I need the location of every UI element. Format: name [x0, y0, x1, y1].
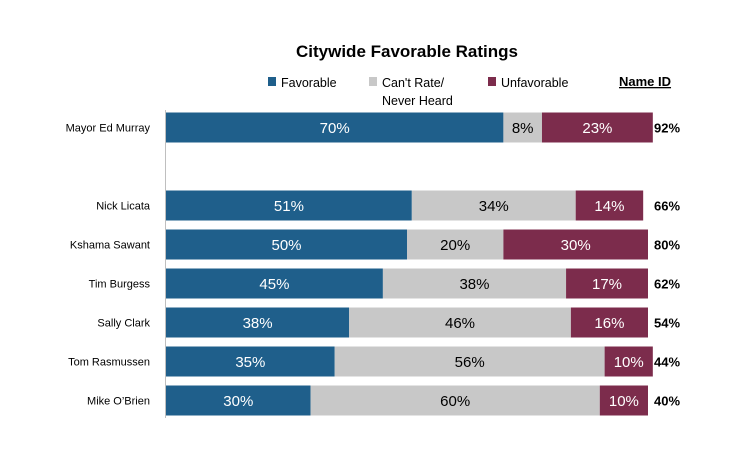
bar-segment-unfavorable [604, 346, 653, 377]
legend-swatch-can-t-rate-never-heard [369, 77, 377, 86]
data-label-favorable: 35% [235, 354, 265, 371]
bar-segment-can-t-rate-never-heard [382, 268, 567, 299]
category-label: Mike O’Brien [87, 396, 150, 408]
data-label-can-t-rate-never-heard: 46% [445, 315, 475, 332]
data-label-unfavorable: 17% [592, 276, 622, 293]
bar-segment-can-t-rate-never-heard [411, 190, 576, 221]
legend-swatch-unfavorable [488, 77, 496, 86]
bar-segment-can-t-rate-never-heard [503, 112, 542, 143]
name-id-value: 62% [654, 277, 680, 292]
data-label-unfavorable: 14% [594, 198, 624, 215]
bar-segment-favorable [166, 385, 311, 416]
data-label-can-t-rate-never-heard: 60% [440, 393, 470, 410]
bar-segment-favorable [166, 112, 504, 143]
bar-segment-unfavorable [503, 229, 648, 260]
bar-segment-can-t-rate-never-heard [310, 385, 600, 416]
data-label-favorable: 38% [243, 315, 273, 332]
data-label-favorable: 70% [320, 120, 350, 137]
bar-segment-favorable [166, 229, 407, 260]
bar-segment-can-t-rate-never-heard [349, 307, 571, 338]
name-id-value: 40% [654, 394, 680, 409]
bar-segment-favorable [166, 307, 350, 338]
name-id-value: 44% [654, 355, 680, 370]
data-label-favorable: 50% [271, 237, 301, 254]
bar-segment-unfavorable [575, 190, 644, 221]
data-label-favorable: 45% [259, 276, 289, 293]
legend-label-unfavorable: Unfavorable [501, 76, 568, 90]
category-label: Tom Rasmussen [68, 357, 150, 369]
bar-segment-unfavorable [541, 112, 653, 143]
data-label-can-t-rate-never-heard: 34% [479, 198, 509, 215]
data-label-can-t-rate-never-heard: 56% [455, 354, 485, 371]
data-label-can-t-rate-never-heard: 38% [459, 276, 489, 293]
bar-segment-unfavorable [599, 385, 648, 416]
category-label: Kshama Sawant [70, 240, 150, 252]
data-label-unfavorable: 10% [609, 393, 639, 410]
category-label: Sally Clark [97, 318, 150, 330]
legend-label-can-t-rate-never-heard: Never Heard [382, 94, 453, 108]
data-label-can-t-rate-never-heard: 8% [512, 120, 534, 137]
data-label-favorable: 51% [274, 198, 304, 215]
legend-swatch-favorable [268, 77, 276, 86]
category-label: Mayor Ed Murray [66, 123, 151, 135]
name-id-value: 80% [654, 238, 680, 253]
legend-label-favorable: Favorable [281, 76, 337, 90]
bar-segment-favorable [166, 346, 335, 377]
legend-label-can-t-rate-never-heard: Can't Rate/ [382, 76, 445, 90]
data-label-can-t-rate-never-heard: 20% [440, 237, 470, 254]
legend: Favorable Can't Rate/Never Heard Unfavorab… [268, 76, 568, 108]
bar-segment-can-t-rate-never-heard [334, 346, 605, 377]
bar-segment-favorable [166, 268, 383, 299]
name-id-header: Name ID [619, 74, 671, 89]
chart-title: Citywide Favorable Ratings [296, 42, 518, 61]
bar-segment-can-t-rate-never-heard [407, 229, 504, 260]
data-label-unfavorable: 30% [561, 237, 591, 254]
bar-segment-unfavorable [570, 307, 648, 338]
name-id-value: 92% [654, 121, 680, 136]
data-label-unfavorable: 10% [614, 354, 644, 371]
category-label: Tim Burgess [89, 279, 151, 291]
data-label-favorable: 30% [223, 393, 253, 410]
data-label-unfavorable: 16% [594, 315, 624, 332]
bar-segment-favorable [166, 190, 412, 221]
category-label: Nick Licata [96, 201, 151, 213]
name-id-value: 66% [654, 199, 680, 214]
name-id-value: 54% [654, 316, 680, 331]
data-label-unfavorable: 23% [582, 120, 612, 137]
bar-rows: Mayor Ed Murray 70% 8% 23% 92% Nick Licata 51%… [66, 112, 680, 416]
bar-segment-unfavorable [566, 268, 648, 299]
